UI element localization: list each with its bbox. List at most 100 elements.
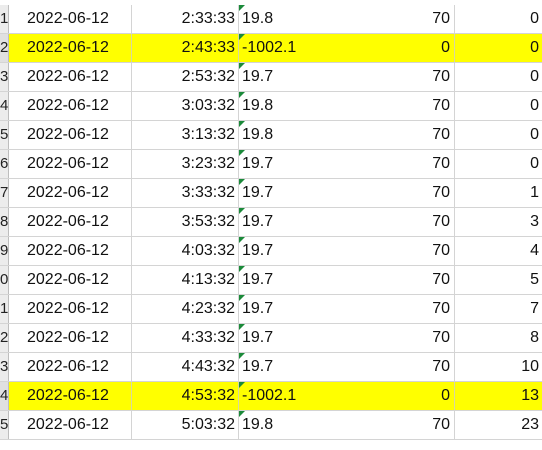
value-cell[interactable]: 19.7 (239, 295, 455, 323)
date-cell[interactable]: 2022-06-12 (10, 237, 132, 265)
date-cell[interactable]: 2022-06-12 (10, 179, 132, 207)
value-cell[interactable]: 19.7 (239, 266, 455, 294)
count-cell[interactable]: 70 (432, 271, 450, 288)
value-cell[interactable]: 19.7 (239, 237, 455, 265)
counter-cell[interactable]: 0 (530, 97, 539, 114)
value-cell[interactable]: 19.8 (239, 411, 455, 439)
number-stored-as-text-indicator-icon[interactable] (239, 324, 245, 330)
row-number-header[interactable]: 7 (0, 179, 9, 207)
value-cell[interactable]: 19.8 (239, 5, 455, 33)
number-stored-as-text-indicator-icon[interactable] (239, 34, 245, 40)
time-cell[interactable]: 4:23:32 (132, 295, 239, 323)
row-number-header[interactable]: 9 (0, 237, 9, 265)
counter-cell[interactable]: 5 (530, 271, 539, 288)
date-cell[interactable]: 2022-06-12 (10, 295, 132, 323)
counter-cell[interactable]: 10 (521, 358, 539, 375)
counter-cell[interactable]: 13 (521, 387, 539, 404)
value-cell[interactable]: 19.7 (239, 324, 455, 352)
count-cell[interactable]: 70 (432, 155, 450, 172)
date-cell[interactable]: 2022-06-12 (10, 63, 132, 91)
row-number-header[interactable]: 2 (0, 324, 9, 352)
time-cell[interactable]: 5:03:32 (132, 411, 239, 439)
counter-cell[interactable]: 23 (521, 416, 539, 433)
time-cell[interactable]: 2:43:33 (132, 34, 239, 62)
row-number-header[interactable]: 5 (0, 411, 9, 439)
number-stored-as-text-indicator-icon[interactable] (239, 150, 245, 156)
value-cell[interactable]: 19.8 (239, 121, 455, 149)
value-cell[interactable]: 19.7 (239, 179, 455, 207)
counter-cell[interactable]: 0 (530, 126, 539, 143)
count-cell[interactable]: 70 (432, 68, 450, 85)
counter-cell[interactable]: 1 (530, 184, 539, 201)
value-cell[interactable]: 19.8 (239, 92, 455, 120)
date-cell[interactable]: 2022-06-12 (10, 208, 132, 236)
date-cell[interactable]: 2022-06-12 (10, 266, 132, 294)
date-cell[interactable]: 2022-06-12 (10, 34, 132, 62)
counter-cell[interactable]: 4 (530, 242, 539, 259)
counter-cell[interactable]: 0 (530, 68, 539, 85)
count-cell[interactable]: 70 (432, 10, 450, 27)
date-cell[interactable]: 2022-06-12 (10, 353, 132, 381)
row-number-header[interactable]: 2 (0, 34, 9, 62)
row-number-header[interactable]: 4 (0, 382, 9, 410)
number-stored-as-text-indicator-icon[interactable] (239, 5, 245, 11)
time-cell[interactable]: 2:33:33 (132, 5, 239, 33)
value-cell[interactable]: -1002.1 (239, 34, 455, 62)
number-stored-as-text-indicator-icon[interactable] (239, 179, 245, 185)
date-cell[interactable]: 2022-06-12 (10, 92, 132, 120)
number-stored-as-text-indicator-icon[interactable] (239, 382, 245, 388)
number-stored-as-text-indicator-icon[interactable] (239, 266, 245, 272)
count-cell[interactable]: 70 (432, 242, 450, 259)
value-cell[interactable]: -1002.1 (239, 382, 455, 410)
counter-cell[interactable]: 3 (530, 213, 539, 230)
row-number-header[interactable]: 3 (0, 63, 9, 91)
counter-cell[interactable]: 0 (530, 155, 539, 172)
count-cell[interactable]: 70 (432, 300, 450, 317)
number-stored-as-text-indicator-icon[interactable] (239, 121, 245, 127)
row-number-header[interactable]: 8 (0, 208, 9, 236)
time-cell[interactable]: 4:53:32 (132, 382, 239, 410)
count-cell[interactable]: 70 (432, 358, 450, 375)
time-cell[interactable]: 3:53:32 (132, 208, 239, 236)
value-cell[interactable]: 19.7 (239, 150, 455, 178)
value-cell[interactable]: 19.7 (239, 353, 455, 381)
count-cell[interactable]: 70 (432, 416, 450, 433)
row-number-header[interactable]: 3 (0, 353, 9, 381)
count-cell[interactable]: 70 (432, 213, 450, 230)
number-stored-as-text-indicator-icon[interactable] (239, 63, 245, 69)
row-number-header[interactable]: 1 (0, 5, 9, 33)
date-cell[interactable]: 2022-06-12 (10, 5, 132, 33)
count-cell[interactable]: 70 (432, 126, 450, 143)
time-cell[interactable]: 4:03:32 (132, 237, 239, 265)
row-number-header[interactable]: 4 (0, 92, 9, 120)
counter-cell[interactable]: 8 (530, 329, 539, 346)
time-cell[interactable]: 3:13:32 (132, 121, 239, 149)
time-cell[interactable]: 4:43:32 (132, 353, 239, 381)
row-number-header[interactable]: 0 (0, 266, 9, 294)
row-number-header[interactable]: 5 (0, 121, 9, 149)
row-number-header[interactable]: 6 (0, 150, 9, 178)
time-cell[interactable]: 3:23:32 (132, 150, 239, 178)
value-cell[interactable]: 19.7 (239, 63, 455, 91)
time-cell[interactable]: 4:13:32 (132, 266, 239, 294)
number-stored-as-text-indicator-icon[interactable] (239, 92, 245, 98)
time-cell[interactable]: 2:53:32 (132, 63, 239, 91)
counter-cell[interactable]: 0 (530, 39, 539, 56)
number-stored-as-text-indicator-icon[interactable] (239, 353, 245, 359)
value-cell[interactable]: 19.7 (239, 208, 455, 236)
counter-cell[interactable]: 0 (530, 10, 539, 27)
date-cell[interactable]: 2022-06-12 (10, 150, 132, 178)
date-cell[interactable]: 2022-06-12 (10, 411, 132, 439)
count-cell[interactable]: 70 (432, 97, 450, 114)
count-cell[interactable]: 0 (441, 39, 450, 56)
number-stored-as-text-indicator-icon[interactable] (239, 411, 245, 417)
time-cell[interactable]: 4:33:32 (132, 324, 239, 352)
date-cell[interactable]: 2022-06-12 (10, 121, 132, 149)
counter-cell[interactable]: 7 (530, 300, 539, 317)
date-cell[interactable]: 2022-06-12 (10, 324, 132, 352)
time-cell[interactable]: 3:33:32 (132, 179, 239, 207)
count-cell[interactable]: 70 (432, 184, 450, 201)
date-cell[interactable]: 2022-06-12 (10, 382, 132, 410)
count-cell[interactable]: 70 (432, 329, 450, 346)
number-stored-as-text-indicator-icon[interactable] (239, 237, 245, 243)
